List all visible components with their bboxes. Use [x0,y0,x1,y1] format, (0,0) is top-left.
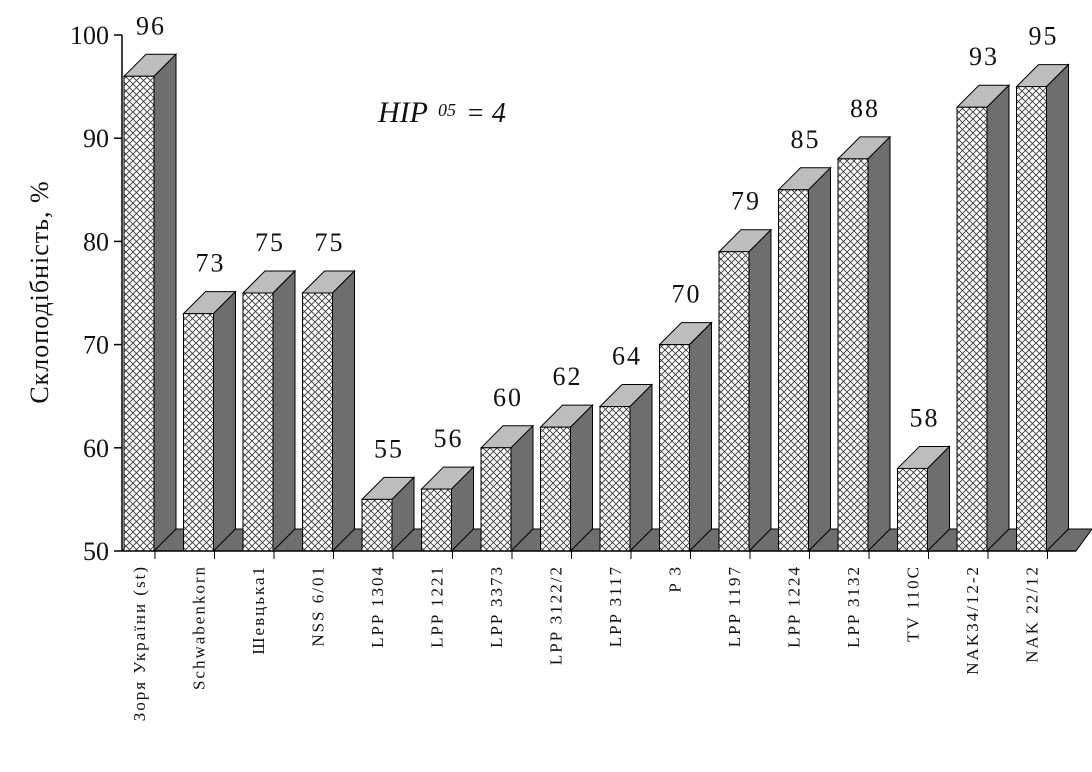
bar [539,403,594,553]
data-label: 64 [612,342,642,371]
bar [896,445,951,553]
bar-side [689,321,712,553]
x-category-label: LPP 3122/2 [547,565,566,665]
bar [479,424,535,553]
x-category-label: LPP 1221 [428,565,447,648]
x-category-label: LPP 3117 [606,565,625,647]
bar [122,53,178,553]
bar-front [1016,86,1047,552]
bar [1015,63,1070,553]
bar-front [599,406,631,552]
bar [182,290,237,553]
bar-front [421,488,452,552]
x-category-label: P 3 [666,565,685,593]
data-label: 60 [493,383,523,412]
bar-side [213,290,236,553]
x-category-label: Зоря України (st) [130,565,149,721]
data-label: 96 [136,11,166,40]
x-category-label: TV 110C [904,565,923,642]
data-label: 85 [791,125,821,154]
hip-annotation: HIP 05 = 4 [377,96,506,129]
data-label: 79 [731,187,761,216]
bar [777,166,832,553]
bar [955,84,1011,553]
hip-annotation-rest: = 4 [466,98,506,129]
x-category-label: LPP 1304 [368,565,387,648]
bar [658,321,713,553]
y-tick-label: 100 [70,21,109,50]
data-label: 56 [434,424,464,453]
bar-front [659,344,690,552]
bar-front [956,106,988,552]
bar-side [153,53,177,553]
y-tick-label: 50 [83,537,109,566]
x-category-label: NAK34/12-2 [963,565,982,675]
bar-front [778,189,809,552]
bar [420,465,475,553]
x-category-label: LPP 3132 [844,565,863,648]
bar-front [480,447,512,552]
bar-side [629,383,653,553]
bar-front [897,467,928,552]
x-category-label: LPP 1197 [725,565,744,647]
x-category-label: NAK 22/12 [1023,565,1042,663]
data-label: 88 [850,94,880,123]
x-category-label: Schwabenkorn [190,565,209,690]
bar-front [718,251,750,552]
bar-side [748,228,772,553]
bar-side [510,424,534,553]
x-category-label: LPP 1224 [785,565,804,648]
data-label: 73 [196,249,226,278]
y-tick-label: 90 [83,124,109,153]
bar [598,383,654,553]
data-label: 75 [315,228,345,257]
bar-side [808,166,831,553]
bar-front [361,498,393,552]
data-label: 95 [1029,22,1059,51]
hip-annotation-main: HIP [377,96,428,129]
bar-side [1046,63,1069,553]
hip-annotation-sub: 05 [438,100,456,120]
bar-front [242,292,274,552]
data-label: 70 [672,280,702,309]
y-tick-label: 80 [83,227,109,256]
bar [301,269,356,553]
bar-front [302,292,333,552]
bar-front [837,158,869,552]
bar [360,476,416,553]
y-tick-label: 60 [83,434,109,463]
bar-front [123,75,155,552]
bar-side [332,269,355,553]
data-label: 75 [255,228,285,257]
data-label: 62 [553,362,583,391]
x-category-label: Шевцька1 [249,565,268,655]
data-label: 58 [910,403,940,432]
y-tick-label: 70 [83,331,109,360]
data-label: 93 [969,42,999,71]
bar [717,228,773,553]
bar-side [986,84,1010,553]
data-label: 55 [374,434,404,463]
x-category-label: NSS 6/01 [309,565,328,647]
bar [836,135,892,553]
y-axis-title: Склоподібність, % [25,180,54,403]
x-category-label: LPP 3373 [487,565,506,648]
bar-side [867,135,891,553]
bar [241,269,297,553]
bar-front [183,313,214,552]
bar-side [570,403,593,553]
bar-side [272,269,296,553]
bar-front [540,426,571,552]
